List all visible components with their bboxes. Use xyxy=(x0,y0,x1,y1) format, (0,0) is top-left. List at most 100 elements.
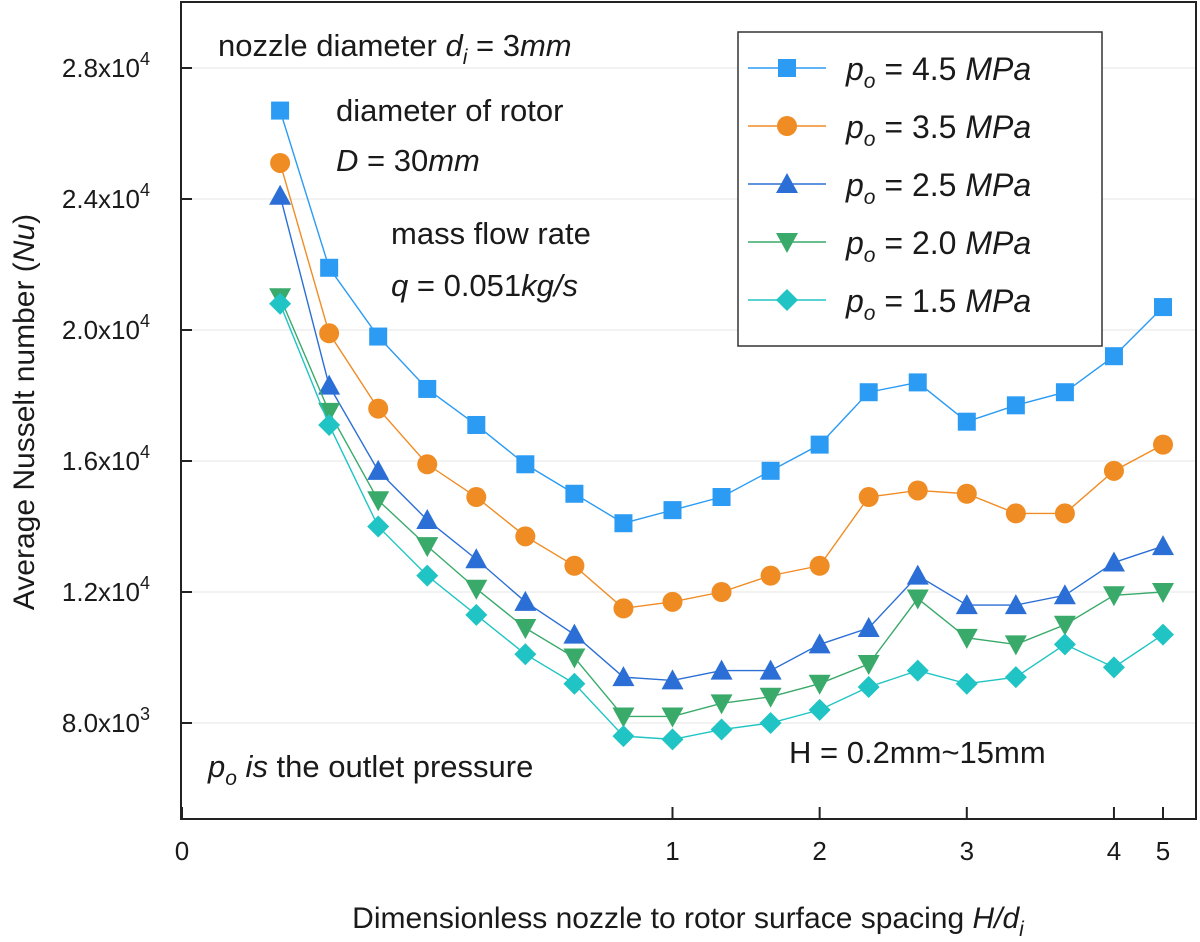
series-1-5-mpa xyxy=(269,292,1174,751)
data-point xyxy=(565,484,584,503)
y-tick-label: 8.0x103 xyxy=(62,704,150,738)
data-point xyxy=(955,594,978,615)
data-point xyxy=(1102,656,1125,679)
data-point xyxy=(661,728,684,751)
data-point xyxy=(857,675,880,698)
legend-label: po = 4.5 MPa xyxy=(845,51,1031,93)
data-point xyxy=(1054,503,1075,524)
data-point xyxy=(857,617,880,638)
series-group xyxy=(269,101,1174,751)
data-point xyxy=(858,487,879,508)
data-point xyxy=(515,526,536,547)
data-point xyxy=(563,672,586,695)
data-point xyxy=(663,501,682,520)
mass-flow-label: mass flow rate xyxy=(391,216,591,251)
data-point xyxy=(614,514,633,533)
data-point xyxy=(319,323,340,344)
y-tick-label: 1.6x104 xyxy=(62,442,150,476)
data-point xyxy=(1152,535,1174,556)
legend-item-2-5: po = 2.5 MPa xyxy=(748,167,1031,209)
data-point xyxy=(712,488,731,507)
data-point xyxy=(465,579,488,600)
data-point xyxy=(1004,594,1027,615)
y-tick-label: 2.4x104 xyxy=(62,180,150,214)
data-point xyxy=(711,582,732,602)
data-point xyxy=(662,591,683,612)
series-2-5-mpa xyxy=(269,184,1174,690)
range-note: H = 0.2mm~15mm xyxy=(789,735,1046,770)
data-point xyxy=(1055,383,1074,402)
plot-frame xyxy=(180,1,1197,820)
data-point xyxy=(809,555,830,576)
data-point xyxy=(955,628,978,649)
data-point xyxy=(367,491,390,512)
outlet-pressure-note: po is the outlet pressure xyxy=(207,749,533,790)
data-point xyxy=(416,564,439,587)
data-point xyxy=(857,655,880,676)
data-point xyxy=(318,413,341,436)
data-point xyxy=(761,461,780,480)
legend-item-2-0: po = 2.0 MPa xyxy=(748,225,1031,267)
data-point xyxy=(318,374,341,395)
data-point xyxy=(778,59,796,77)
data-point xyxy=(1152,623,1174,646)
data-point xyxy=(563,648,586,669)
x-tick-label: 1 xyxy=(665,836,679,866)
legend-box xyxy=(737,31,1103,347)
data-point xyxy=(1103,460,1124,481)
data-point xyxy=(777,116,797,136)
data-point xyxy=(318,402,341,423)
data-point xyxy=(957,412,976,431)
legend: po = 4.5 MPa po = 3.5 MPa po = 2.5 MPa po =… xyxy=(737,31,1103,347)
legend-label: po = 2.5 MPa xyxy=(845,167,1031,209)
data-point xyxy=(467,415,486,434)
series-3-5-mpa xyxy=(270,152,1173,619)
data-point xyxy=(1004,635,1027,656)
data-point xyxy=(1006,396,1025,415)
data-point xyxy=(514,643,537,666)
x-tick-label: 2 xyxy=(812,836,826,866)
data-point xyxy=(661,669,684,690)
y-tick-label: 2.0x104 xyxy=(62,311,150,345)
y-axis: 8.0x103 1.2x104 1.6x104 2.0x104 2.4x104 2.8x1… xyxy=(62,49,192,738)
data-point xyxy=(514,590,537,611)
data-point xyxy=(710,694,733,715)
data-point xyxy=(808,674,831,695)
data-point xyxy=(808,633,831,654)
series-line xyxy=(279,296,1164,718)
data-point xyxy=(1102,551,1125,572)
data-point xyxy=(776,173,798,193)
data-point xyxy=(1102,586,1125,607)
data-point xyxy=(563,623,586,644)
data-point xyxy=(759,712,782,734)
data-point xyxy=(367,515,390,538)
data-point xyxy=(416,537,439,558)
data-point xyxy=(776,289,798,311)
data-point xyxy=(269,184,292,205)
y-axis-title: Average Nusselt number (Nu) xyxy=(8,214,41,610)
data-point xyxy=(1053,633,1076,656)
legend-label: po = 3.5 MPa xyxy=(845,109,1031,151)
data-point xyxy=(516,455,535,474)
mass-flow-value: q = 0.051kg/s xyxy=(391,268,578,303)
x-tick-label: 3 xyxy=(960,836,974,866)
grid-lines xyxy=(181,67,1196,724)
data-point xyxy=(1004,666,1027,689)
data-point xyxy=(661,707,684,728)
data-point xyxy=(906,564,929,585)
data-point xyxy=(1154,298,1172,317)
x-tick-label: 5 xyxy=(1156,836,1170,866)
data-point xyxy=(955,672,978,695)
data-point xyxy=(612,707,635,728)
data-point xyxy=(320,258,339,277)
data-point xyxy=(759,659,782,680)
data-point xyxy=(270,152,291,173)
data-point xyxy=(466,487,487,508)
data-point xyxy=(859,383,878,402)
y-tick-label: 2.8x104 xyxy=(62,49,150,83)
data-point xyxy=(907,480,928,501)
y-tick-label: 1.2x104 xyxy=(62,573,150,607)
data-point xyxy=(1053,584,1076,605)
data-point xyxy=(369,327,388,346)
data-point xyxy=(759,687,782,708)
